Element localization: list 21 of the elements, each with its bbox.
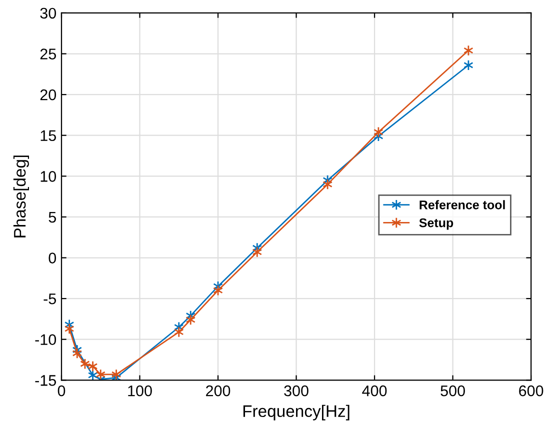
x-tick-label: 500 bbox=[440, 385, 465, 396]
y-tick-label: -10 bbox=[35, 334, 56, 346]
y-tick-label: 5 bbox=[48, 212, 56, 223]
y-axis-title: Phase[deg] bbox=[13, 156, 29, 238]
x-tick-label: 400 bbox=[362, 385, 387, 396]
x-tick-label: 200 bbox=[206, 385, 230, 396]
y-tick-label: 15 bbox=[40, 130, 56, 142]
x-axis-title: Frequency[Hz] bbox=[243, 404, 350, 420]
y-tick-label: 25 bbox=[40, 48, 56, 60]
legend-label: Setup bbox=[419, 218, 454, 230]
y-tick-label: 30 bbox=[40, 8, 56, 19]
y-tick-label: -5 bbox=[44, 294, 56, 304]
y-tick-label: -15 bbox=[35, 375, 56, 386]
x-tick-label: 600 bbox=[519, 385, 544, 396]
x-tick-label: 300 bbox=[284, 385, 308, 396]
y-tick-label: 0 bbox=[48, 252, 56, 264]
x-tick-label: 100 bbox=[128, 385, 152, 396]
x-tick-label: 0 bbox=[58, 385, 66, 396]
legend-label: Reference tool bbox=[420, 200, 505, 210]
y-tick-label: 20 bbox=[40, 89, 56, 100]
y-tick-label: 10 bbox=[40, 171, 56, 182]
